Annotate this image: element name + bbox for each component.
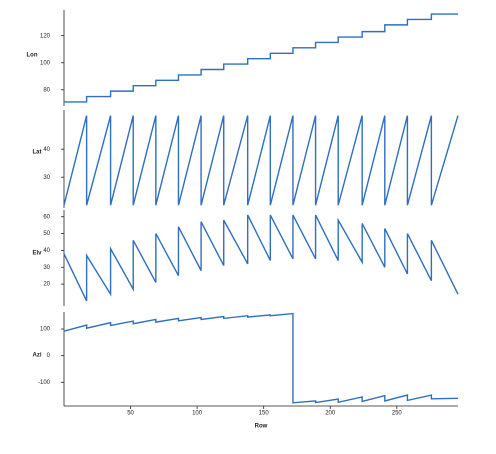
y-axis-label: Lat bbox=[33, 150, 42, 156]
data-line bbox=[64, 13, 458, 103]
y-axis-label: Elv bbox=[32, 251, 42, 257]
data-line bbox=[63, 312, 459, 404]
x-axis-label: Row bbox=[255, 424, 268, 430]
data-line bbox=[63, 214, 459, 302]
y-tick-label: 80 bbox=[43, 87, 50, 93]
y-tick-label: 30 bbox=[43, 265, 50, 271]
x-tick-label: 150 bbox=[259, 411, 270, 417]
y-axis-label: Azi bbox=[33, 353, 42, 359]
y-tick-label: 100 bbox=[40, 60, 51, 66]
y-tick-label: 60 bbox=[43, 214, 50, 220]
data-line bbox=[63, 115, 459, 206]
x-tick-label: 250 bbox=[392, 411, 403, 417]
x-tick-label: 200 bbox=[325, 411, 336, 417]
y-tick-label: 40 bbox=[43, 248, 50, 254]
y-tick-label: 50 bbox=[43, 231, 50, 237]
y-tick-label: 20 bbox=[43, 282, 50, 288]
y-tick-label: 120 bbox=[40, 33, 51, 39]
y-tick-label: 100 bbox=[40, 327, 51, 333]
x-tick-label: 100 bbox=[192, 411, 203, 417]
y-tick-label: 40 bbox=[43, 147, 50, 153]
y-tick-label: 30 bbox=[43, 175, 50, 181]
x-tick-label: 50 bbox=[127, 411, 134, 417]
y-axis-label: Lon bbox=[27, 53, 38, 59]
y-tick-label: -100 bbox=[38, 380, 51, 386]
y-tick-label: 0 bbox=[47, 353, 51, 359]
